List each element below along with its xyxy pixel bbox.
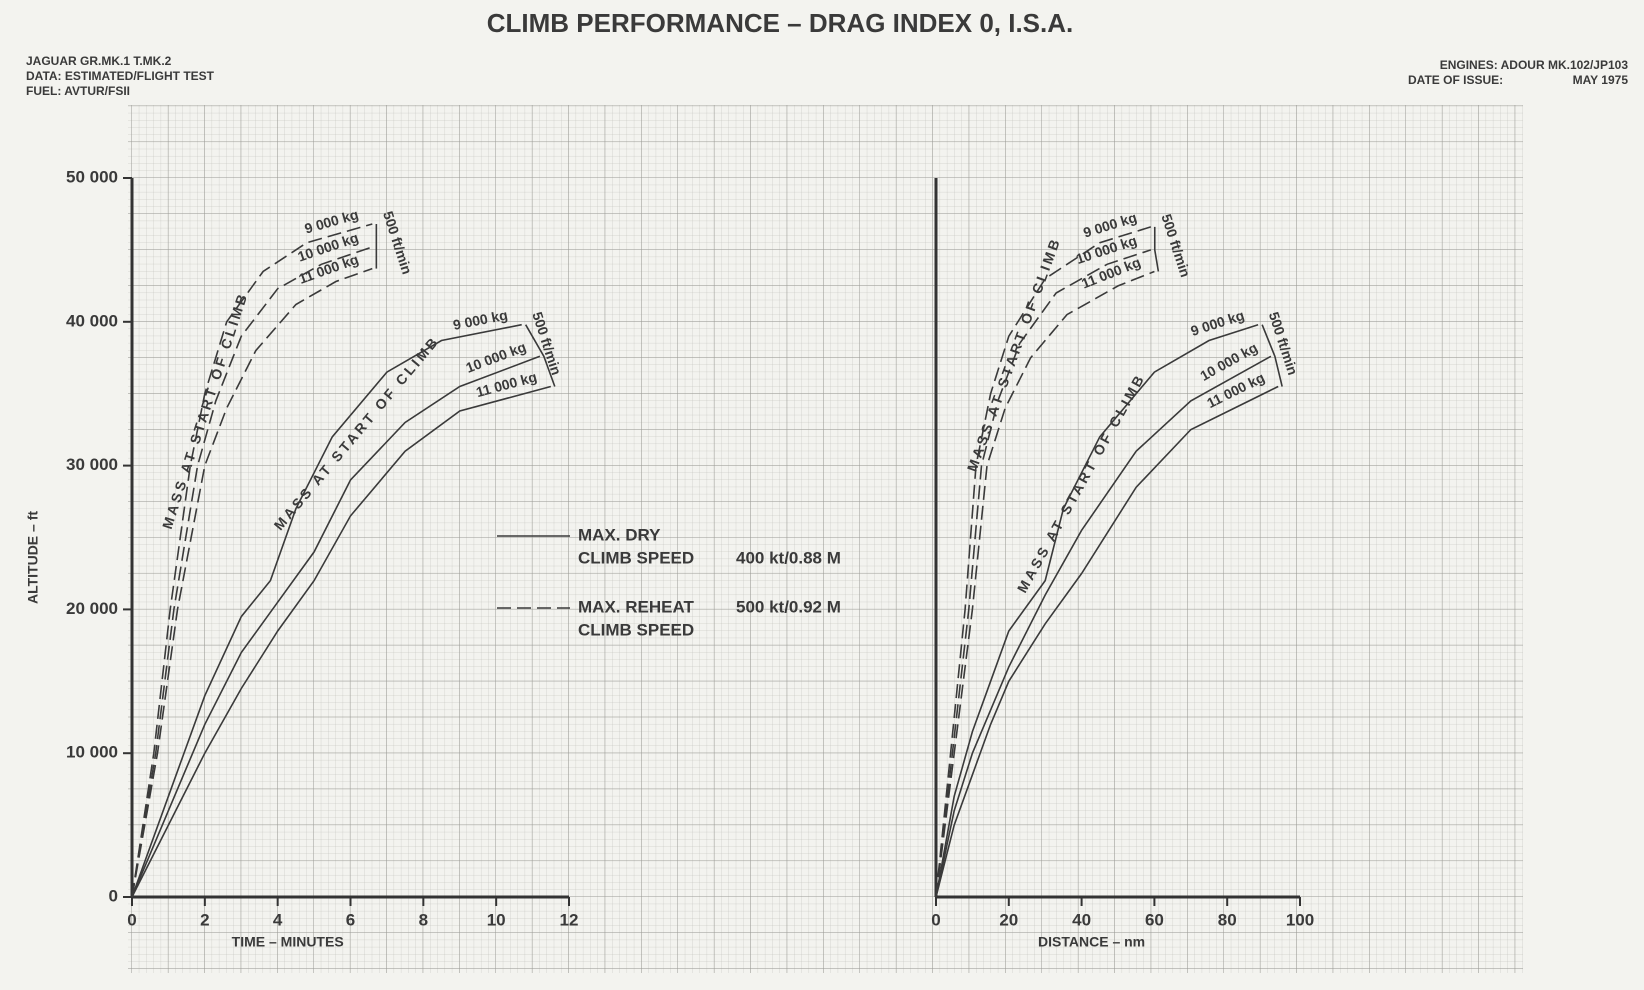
legend-label: CLIMB SPEED: [578, 620, 694, 639]
legend-speed: 500 kt/0.92 M: [736, 597, 841, 616]
series-line: [935, 355, 1272, 898]
y-tick-label: 0: [109, 886, 118, 905]
header-line: DATA: ESTIMATED/FLIGHT TEST: [26, 69, 215, 83]
rate-line: [1261, 324, 1283, 387]
x-tick-label: 80: [1218, 910, 1237, 929]
series-line: [131, 246, 373, 898]
series-line: [131, 385, 552, 898]
x-tick-label: 100: [1286, 910, 1314, 929]
legend-speed: 400 kt/0.88 M: [736, 548, 841, 567]
legend-label: CLIMB SPEED: [578, 548, 694, 567]
x-tick-label: 6: [346, 910, 355, 929]
y-tick-label: 40 000: [66, 311, 118, 330]
x-tick-label: 12: [560, 910, 579, 929]
y-tick-label: 50 000: [66, 167, 118, 186]
x-tick-label: 10: [487, 910, 506, 929]
x-tick-label: 40: [1072, 910, 1091, 929]
header-line: FUEL: AVTUR/FSII: [26, 84, 130, 98]
series-line: [935, 385, 1279, 898]
series-line: [935, 323, 1259, 898]
series-line: [935, 270, 1155, 898]
graph-paper: [128, 105, 1523, 973]
x-tick-label: 20: [999, 910, 1018, 929]
x-tick-label: 0: [931, 910, 940, 929]
header-line: DATE OF ISSUE:: [1408, 73, 1503, 87]
x-tick-label: 4: [273, 910, 283, 929]
header-line: MAY 1975: [1573, 73, 1629, 87]
x-tick-label: 8: [419, 910, 428, 929]
series-line: [131, 323, 522, 898]
x-tick-label: 60: [1145, 910, 1164, 929]
header-line: ENGINES: ADOUR MK.102/JP103: [1440, 58, 1629, 72]
series-line: [935, 226, 1152, 898]
x-tick-label: 2: [200, 910, 209, 929]
legend-label: MAX. DRY: [578, 525, 661, 544]
series-line: [935, 249, 1152, 898]
x-axis-label: DISTANCE – nm: [1038, 934, 1145, 950]
rate-line: [524, 324, 556, 387]
x-tick-label: 0: [127, 910, 136, 929]
rate-line: [1153, 226, 1160, 272]
y-axis-label: ALTITUDE – ft: [25, 511, 41, 604]
series-line: [131, 223, 373, 898]
legend-label: MAX. REHEAT: [578, 597, 694, 616]
header-line: JAGUAR GR.MK.1 T.MK.2: [26, 54, 172, 68]
y-tick-label: 20 000: [66, 599, 118, 618]
y-tick-label: 10 000: [66, 743, 118, 762]
x-axis-label: TIME – MINUTES: [232, 934, 344, 950]
series-line: [131, 355, 541, 898]
y-tick-label: 30 000: [66, 455, 118, 474]
title: CLIMB PERFORMANCE – DRAG INDEX 0, I.S.A.: [487, 8, 1074, 38]
